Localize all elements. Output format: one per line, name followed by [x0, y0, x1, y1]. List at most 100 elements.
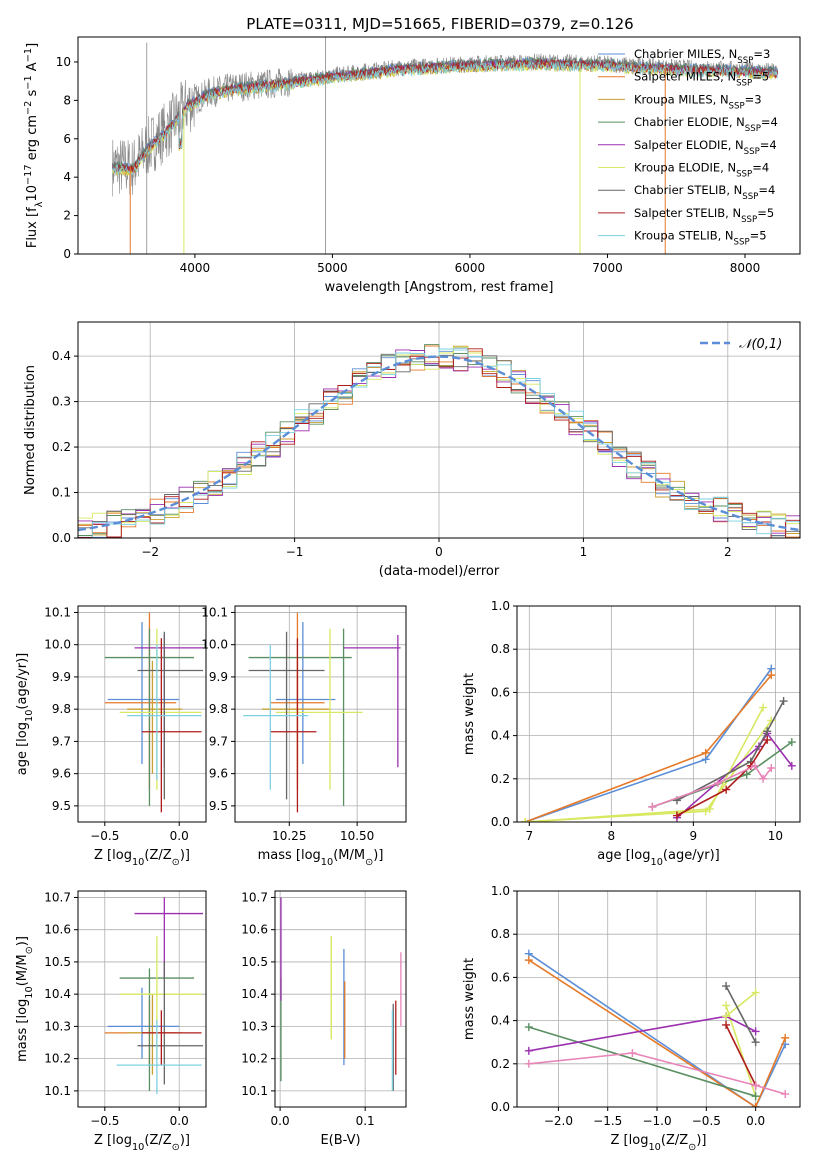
y-axis-label-part: age [log	[15, 722, 30, 775]
x-tick-label: 10	[768, 829, 783, 843]
x-tick-label: 0	[435, 545, 443, 559]
x-axis-label-part: 10	[650, 857, 662, 868]
y-tick-label: 10.6	[44, 923, 71, 937]
y-axis-label-part: 10	[24, 986, 35, 998]
y-tick-label: 0.8	[491, 642, 510, 656]
y-axis-label-part: 10	[25, 185, 40, 202]
residual_hist-frame	[77, 321, 801, 539]
y-axis-label-part: ]	[25, 43, 40, 48]
mass-weight-marker	[701, 748, 710, 757]
y-axis-label: mass [log10(M/M⊙)]	[15, 936, 35, 1062]
x-tick-label: 10.25	[272, 829, 306, 843]
y-tick-label: 2	[63, 209, 71, 223]
legend-label-part: Kroupa STELIB, N	[634, 229, 734, 243]
mass-weight-line	[528, 1026, 756, 1097]
x-tick-label: 8000	[730, 261, 761, 275]
x-axis-label-part: ⊙	[172, 857, 180, 868]
y-tick-label: 10	[56, 55, 71, 69]
mass-weight-marker	[705, 805, 714, 814]
y-axis-label-part: −2	[23, 101, 34, 115]
mass-weight-marker	[524, 1023, 533, 1032]
x-axis-label-part: ⊙	[688, 1142, 696, 1153]
legend-label-part: SSP	[737, 56, 753, 66]
x-axis-label-part: 10	[132, 1142, 144, 1153]
age_vs_Z-plot-area	[104, 612, 204, 813]
legend-label: Kroupa MILES, NSSP=3	[634, 92, 762, 111]
legend-label: Salpeter MILES, NSSP=5	[634, 70, 769, 89]
mass-weight-marker	[750, 761, 759, 770]
x-axis-label: (data-model)/error	[379, 564, 500, 579]
x-tick-label: 0.0	[170, 829, 189, 843]
y-axis-label-part: −1	[23, 48, 34, 62]
y-tick-label: 10.4	[241, 987, 268, 1001]
mass-weight-marker	[787, 761, 796, 770]
x-axis-label: Z [log10(Z/Z⊙)]	[94, 848, 190, 868]
mass_vs_ebv-plot-area	[280, 897, 402, 1091]
x-tick-label: 7	[525, 829, 533, 843]
x-axis-label: mass [log10(M/M⊙)]	[258, 848, 384, 868]
legend-label-part: SSP	[745, 124, 761, 134]
legend-label-part: Salpeter MILES, N	[634, 70, 736, 84]
mass-weight-line	[725, 1024, 757, 1086]
x-tick-label: −0.5	[90, 1114, 119, 1128]
mass-weight-line	[725, 1005, 757, 1097]
legend-label-part: =4	[752, 161, 769, 175]
massweight_vs_Z-frame	[516, 890, 801, 1108]
mass-weight-marker	[524, 956, 533, 965]
massweight_vs_Z-axes: −2.0 −1.5 −1.0 −0.5 0.0 0.0 0.2 0.4 0.6 0.8 1.0 Z […	[462, 884, 801, 1153]
x-axis-label-part: )]	[180, 848, 190, 863]
y-axis-label: age [log10(age/yr)]	[15, 653, 35, 776]
y-tick-label: 10.5	[241, 955, 268, 969]
age_vs_mass-frame	[234, 605, 407, 823]
mass-weight-marker	[742, 770, 751, 779]
mass-weight-marker	[648, 802, 657, 811]
legend-label-part: =3	[753, 47, 770, 61]
y-axis-label-part: mass weight	[462, 958, 477, 1040]
x-axis-label: Z [log10(Z/Z⊙)]	[611, 1133, 707, 1153]
y-axis-label: Flux [fλ10−17 erg cm−2 s−1 A−1]	[23, 43, 45, 248]
legend-label-part: SSP	[736, 170, 752, 180]
x-tick-label: 0.0	[170, 1114, 189, 1128]
y-tick-label: 0.4	[491, 729, 510, 743]
y-tick-label: 10.0	[44, 638, 71, 652]
y-tick-label: 0	[63, 247, 71, 261]
x-tick-label: 10.50	[340, 829, 374, 843]
y-axis-label-part: mass weight	[462, 673, 477, 755]
y-tick-label: 10.7	[241, 890, 268, 904]
y-tick-label: 4	[63, 170, 71, 184]
massweight_vs_Z-plot-area	[524, 949, 790, 1107]
x-axis-label-part: mass [log	[258, 848, 321, 863]
mass-weight-line	[528, 959, 786, 1107]
legend-label-part: SSP	[742, 192, 758, 202]
y-tick-label: 0.6	[491, 685, 510, 699]
spectrum-frame	[77, 36, 801, 255]
x-tick-label: −1	[286, 545, 304, 559]
mass-weight-marker	[763, 727, 772, 736]
mass-weight-line	[524, 668, 772, 822]
x-axis-label-part: age [log	[597, 848, 650, 863]
mass-weight-marker	[779, 697, 788, 706]
mass-weight-marker	[672, 811, 681, 820]
y-tick-label: 6	[63, 132, 71, 146]
mass-weight-line	[528, 952, 786, 1107]
y-tick-label: 9.9	[209, 670, 228, 684]
legend-label: Salpeter STELIB, NSSP=5	[634, 206, 774, 225]
residual_hist-plot-area	[78, 344, 800, 538]
legend-label-part: =5	[750, 229, 767, 243]
x-tick-label: −2.0	[544, 1114, 573, 1128]
legend-label-part: =4	[761, 115, 778, 129]
x-axis-label-part: (M/M	[333, 848, 365, 863]
x-tick-label: −0.5	[692, 1114, 721, 1128]
y-tick-label: 1.0	[491, 599, 510, 613]
mass-weight-marker	[751, 988, 760, 997]
mass_vs_ebv-frame	[274, 890, 407, 1108]
y-tick-label: 10.2	[44, 1052, 71, 1066]
y-axis-label: Normed distribution	[23, 365, 38, 495]
y-tick-label: 9.8	[52, 702, 71, 716]
y-tick-label: 9.9	[52, 670, 71, 684]
mass-weight-marker	[751, 1038, 760, 1047]
normal-reference-curve	[78, 355, 800, 532]
legend-label-part: Kroupa MILES, N	[634, 92, 729, 106]
mass_vs_Z-axes: −0.5 0.0 10.1 10.2 10.3 10.4 10.5 10.6 10.7 Z [lo…	[15, 890, 207, 1153]
